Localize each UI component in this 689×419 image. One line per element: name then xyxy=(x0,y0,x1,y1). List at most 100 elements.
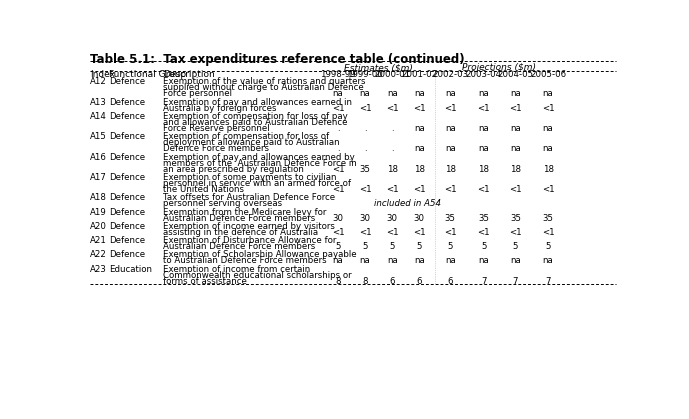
Text: and allowances paid to Australian Defence: and allowances paid to Australian Defenc… xyxy=(163,118,347,127)
Text: na: na xyxy=(478,89,489,98)
Text: <1: <1 xyxy=(444,185,457,194)
Text: 7: 7 xyxy=(513,277,518,286)
Text: 7: 7 xyxy=(545,277,551,286)
Text: na: na xyxy=(478,124,489,133)
Text: 35: 35 xyxy=(445,214,456,222)
Text: na: na xyxy=(445,144,455,153)
Text: Exemption of income earned by visitors: Exemption of income earned by visitors xyxy=(163,222,335,231)
Text: 18: 18 xyxy=(387,165,398,173)
Text: 2004-05: 2004-05 xyxy=(497,70,533,79)
Text: Defence: Defence xyxy=(110,251,145,259)
Text: na: na xyxy=(510,124,521,133)
Text: Functional Group: Functional Group xyxy=(110,70,187,79)
Text: .: . xyxy=(337,144,339,153)
Text: <1: <1 xyxy=(359,228,371,237)
Text: Exemption of pay and allowances earned in: Exemption of pay and allowances earned i… xyxy=(163,98,352,106)
Text: .: . xyxy=(364,144,367,153)
Text: Estimates ($m): Estimates ($m) xyxy=(344,63,413,72)
Text: A12: A12 xyxy=(90,77,107,86)
Text: na: na xyxy=(414,89,424,98)
Text: Education: Education xyxy=(110,265,152,274)
Text: A18: A18 xyxy=(90,193,107,202)
Text: A22: A22 xyxy=(90,251,107,259)
Text: Defence: Defence xyxy=(110,222,145,231)
Text: Exemption of Scholarship Allowance payable: Exemption of Scholarship Allowance payab… xyxy=(163,251,356,259)
Text: forms of assistance: forms of assistance xyxy=(163,277,247,286)
Text: <1: <1 xyxy=(509,228,522,237)
Text: A20: A20 xyxy=(90,222,107,231)
Text: deployment allowance paid to Australian: deployment allowance paid to Australian xyxy=(163,138,340,147)
Text: na: na xyxy=(543,256,553,266)
Text: <1: <1 xyxy=(413,103,426,113)
Text: <1: <1 xyxy=(386,228,398,237)
Text: Australian Defence Force members: Australian Defence Force members xyxy=(163,242,315,251)
Text: <1: <1 xyxy=(331,185,344,194)
Text: Defence: Defence xyxy=(110,132,145,141)
Text: Defence Force members: Defence Force members xyxy=(163,144,269,153)
Text: Australian Defence Force members: Australian Defence Force members xyxy=(163,214,315,222)
Text: <1: <1 xyxy=(413,228,426,237)
Text: <1: <1 xyxy=(331,103,344,113)
Text: na: na xyxy=(543,124,553,133)
Text: na: na xyxy=(387,89,398,98)
Text: 5: 5 xyxy=(336,242,341,251)
Text: Exemption of Disturbance Allowance for: Exemption of Disturbance Allowance for xyxy=(163,236,336,245)
Text: 2000-01: 2000-01 xyxy=(374,70,411,79)
Text: Australia by foreign forces: Australia by foreign forces xyxy=(163,103,276,113)
Text: Exemption of the value of rations and quarters: Exemption of the value of rations and qu… xyxy=(163,77,365,86)
Text: Defence: Defence xyxy=(110,173,145,182)
Text: A15: A15 xyxy=(90,132,107,141)
Text: 6: 6 xyxy=(417,277,422,286)
Text: A14: A14 xyxy=(90,112,107,121)
Text: Defence: Defence xyxy=(110,207,145,217)
Text: 6: 6 xyxy=(389,277,395,286)
Text: Commonwealth educational scholarships or: Commonwealth educational scholarships or xyxy=(163,271,351,280)
Text: supplied without charge to Australian Defence: supplied without charge to Australian De… xyxy=(163,83,364,92)
Text: 8: 8 xyxy=(362,277,368,286)
Text: Defence: Defence xyxy=(110,112,145,121)
Text: na: na xyxy=(543,89,553,98)
Text: <1: <1 xyxy=(509,185,522,194)
Text: Exemption of pay and allowances earned by: Exemption of pay and allowances earned b… xyxy=(163,153,355,162)
Text: 1998-99: 1998-99 xyxy=(320,70,356,79)
Text: na: na xyxy=(414,256,424,266)
Text: 5: 5 xyxy=(362,242,368,251)
Text: A16: A16 xyxy=(90,153,107,162)
Text: 5: 5 xyxy=(481,242,486,251)
Text: Exemption of some payments to civilian: Exemption of some payments to civilian xyxy=(163,173,336,182)
Text: <1: <1 xyxy=(386,103,398,113)
Text: <1: <1 xyxy=(542,228,555,237)
Text: Force Reserve personnel: Force Reserve personnel xyxy=(163,124,269,133)
Text: 30: 30 xyxy=(333,214,344,222)
Text: Defence: Defence xyxy=(110,98,145,106)
Text: 30: 30 xyxy=(360,214,371,222)
Text: personnel serving overseas: personnel serving overseas xyxy=(163,199,282,208)
Text: personnel in service with an armed force of: personnel in service with an armed force… xyxy=(163,179,351,188)
Text: Defence: Defence xyxy=(110,77,145,86)
Text: Defence: Defence xyxy=(110,236,145,245)
Text: na: na xyxy=(510,256,521,266)
Text: Exemption of compensation for loss of pay: Exemption of compensation for loss of pa… xyxy=(163,112,347,121)
Text: members of the  Australian Defence Force in: members of the Australian Defence Force … xyxy=(163,158,357,168)
Text: na: na xyxy=(414,124,424,133)
Text: <1: <1 xyxy=(444,228,457,237)
Text: .: . xyxy=(391,144,393,153)
Text: A17: A17 xyxy=(90,173,107,182)
Text: <1: <1 xyxy=(509,103,522,113)
Text: the United Nations: the United Nations xyxy=(163,185,244,194)
Text: 2001-02: 2001-02 xyxy=(401,70,438,79)
Text: 18: 18 xyxy=(542,165,553,173)
Text: 2003-04: 2003-04 xyxy=(466,70,502,79)
Text: 2005-06: 2005-06 xyxy=(530,70,566,79)
Text: <1: <1 xyxy=(386,185,398,194)
Text: na: na xyxy=(445,124,455,133)
Text: na: na xyxy=(478,144,489,153)
Text: na: na xyxy=(543,144,553,153)
Text: <1: <1 xyxy=(542,185,555,194)
Text: A19: A19 xyxy=(90,207,107,217)
Text: 18: 18 xyxy=(445,165,456,173)
Text: <1: <1 xyxy=(542,103,555,113)
Text: na: na xyxy=(510,89,521,98)
Text: <1: <1 xyxy=(413,185,426,194)
Text: 35: 35 xyxy=(542,214,553,222)
